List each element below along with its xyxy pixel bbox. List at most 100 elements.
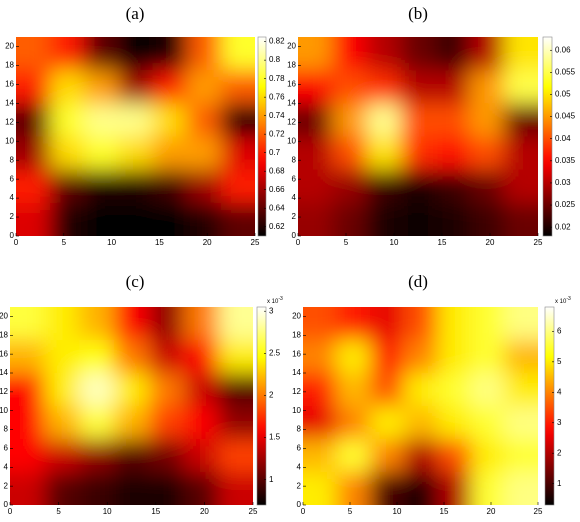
heat-cell	[152, 70, 188, 104]
heat-cell	[50, 103, 85, 137]
heat-cell	[186, 37, 222, 71]
heat-cell	[183, 373, 219, 407]
colorbar-tick-label: 0.02	[555, 222, 571, 231]
heat-cell	[118, 37, 154, 71]
colorbar-tick-label: 0.025	[555, 200, 576, 209]
heat-cell	[469, 202, 505, 236]
heat-cell	[370, 406, 405, 440]
heat-cell	[298, 169, 333, 204]
x-tick-label: 10	[107, 238, 116, 247]
heat-cell	[403, 439, 438, 473]
colorbar-tick-label: 0.76	[269, 92, 285, 101]
y-tick-label: 16	[287, 79, 296, 88]
heat-cell	[84, 70, 119, 104]
heat-cell	[16, 169, 51, 204]
y-tick-label: 10	[292, 406, 301, 415]
x-tick-label: 15	[440, 507, 449, 516]
y-tick-label: 6	[10, 174, 15, 183]
heat-cell	[298, 136, 333, 171]
colorbar-tick-label: 5	[557, 357, 562, 366]
heat-cell	[470, 307, 505, 341]
x-tick-label: 25	[249, 507, 258, 516]
y-tick-label: 8	[292, 155, 297, 164]
colorbar-tick-label: 2.5	[269, 348, 281, 357]
heat-cell	[435, 103, 470, 137]
heat-cell	[50, 37, 85, 71]
heat-cell	[84, 37, 119, 71]
heat-cell	[44, 439, 80, 473]
x-tick-label: 5	[348, 507, 353, 516]
heat-cell	[370, 472, 405, 505]
x-tick-label: 0	[14, 238, 19, 247]
heat-cell	[148, 406, 185, 440]
x-tick-label: 0	[301, 507, 306, 516]
x-tick-label: 0	[8, 507, 13, 516]
y-tick-label: 10	[0, 406, 9, 415]
colorbar-tick-label: 4	[557, 387, 562, 396]
scale-base: x 10	[267, 299, 279, 305]
heat-cell	[114, 406, 150, 440]
heat-cell	[435, 37, 470, 71]
heat-cell	[186, 169, 222, 204]
heat-cell	[10, 373, 46, 407]
heat-cell	[218, 307, 253, 341]
heat-cell	[79, 439, 115, 473]
panel: (b) 0 5 10 15 20 25 0 2 4 6 8 10 12 14 16 18 20 0.02 0.025 0…	[287, 4, 576, 247]
heat-cell	[152, 103, 188, 137]
heat-cell	[79, 373, 115, 407]
colorbar-tick-label: 3	[557, 418, 562, 427]
heat-cell	[84, 103, 119, 137]
heat-cell	[152, 37, 188, 71]
heat-cell	[366, 103, 402, 137]
heat-cell	[370, 439, 405, 473]
colorbar	[544, 306, 555, 506]
heat-cell	[44, 472, 80, 505]
heat-cell	[118, 70, 154, 104]
y-tick-label: 6	[4, 444, 9, 453]
panel-title: (a)	[126, 4, 145, 23]
colorbar-tick-label: 0.82	[269, 37, 285, 46]
y-tick-label: 2	[10, 212, 15, 221]
heatmap-cells	[16, 37, 255, 236]
heat-cell	[84, 136, 119, 171]
y-tick-label: 2	[292, 212, 297, 221]
heat-cell	[114, 307, 150, 341]
heat-cell	[148, 472, 185, 505]
heat-cell	[400, 37, 436, 71]
panel: (c)0 5 10 15 20 250246810121416182011.522.53x…	[0, 272, 283, 516]
heat-cell	[435, 70, 470, 104]
x-tick-label: 5	[56, 507, 61, 516]
colorbar-tick-label: 2	[269, 391, 274, 400]
heat-cell	[400, 103, 436, 137]
heat-cell	[303, 307, 338, 341]
heatmap	[298, 37, 538, 236]
heat-cell	[504, 406, 538, 440]
heat-cell	[148, 373, 185, 407]
heat-cell	[400, 202, 436, 236]
x-tick-label: 0	[296, 238, 301, 247]
y-tick-label: 20	[292, 312, 301, 321]
heat-cell	[220, 202, 255, 236]
heat-cell	[303, 373, 338, 407]
heat-cell	[503, 37, 538, 71]
heat-cell	[183, 439, 219, 473]
x-tick-label: 20	[487, 507, 496, 516]
heatmap	[10, 307, 253, 505]
heat-cell	[218, 472, 253, 505]
heat-cell	[503, 103, 538, 137]
heat-cell	[470, 472, 505, 505]
heat-cell	[118, 202, 154, 236]
heat-cell	[403, 307, 438, 341]
heat-cell	[118, 169, 154, 204]
heat-cell	[400, 136, 436, 171]
heat-cell	[148, 340, 185, 374]
heat-cell	[336, 373, 371, 407]
y-tick-label: 20	[0, 312, 9, 321]
x-tick-label: 25	[534, 238, 543, 247]
y-tick-label: 18	[0, 330, 9, 339]
heat-cell	[220, 136, 255, 171]
colorbar-scale-label: x 10-3	[555, 296, 571, 304]
heat-cell	[470, 340, 505, 374]
heat-cell	[470, 406, 505, 440]
